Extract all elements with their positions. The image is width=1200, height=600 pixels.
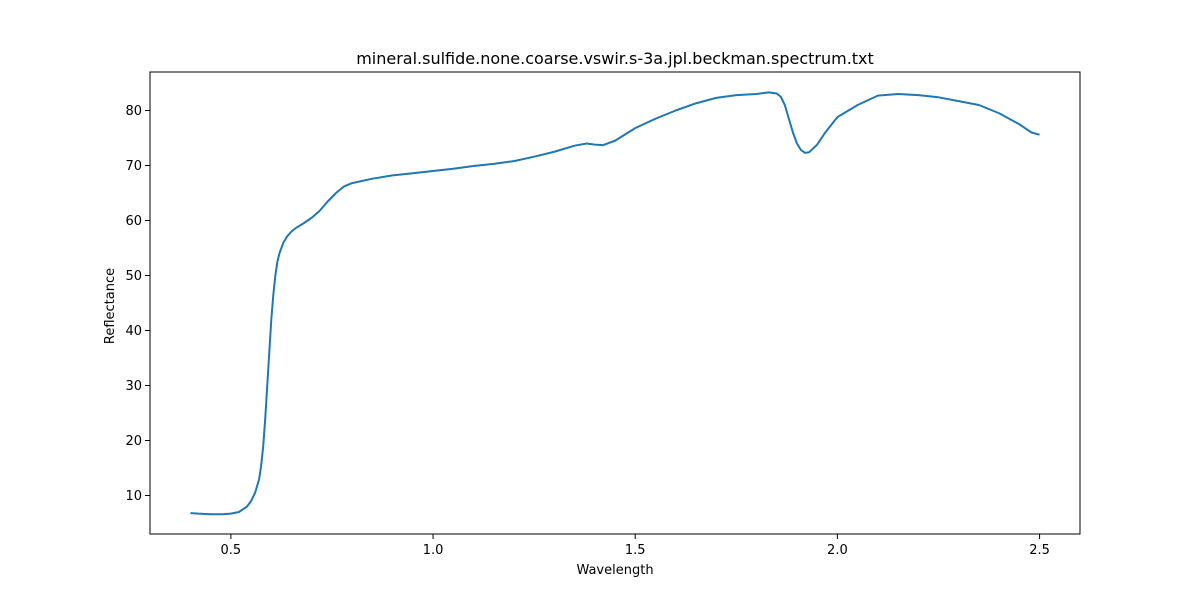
y-tick-label: 80 xyxy=(125,104,142,119)
x-tick-label: 0.5 xyxy=(221,543,242,558)
spectrum-line xyxy=(190,91,1040,516)
plot-area: 0.5 1.0 1.5 2.0 2.5 10 20 30 40 50 60 70 80 xyxy=(125,71,1081,558)
y-tick-label: 50 xyxy=(125,269,142,284)
y-axis-label: Reflectance xyxy=(103,268,118,344)
x-tick-label: 2.5 xyxy=(1029,543,1050,558)
y-tick-label: 70 xyxy=(125,159,142,174)
x-tick-label: 1.5 xyxy=(625,543,646,558)
x-tick-label: 1.0 xyxy=(423,543,444,558)
y-tick-label: 40 xyxy=(125,324,142,339)
y-tick-label: 60 xyxy=(125,214,142,229)
y-tick-label: 10 xyxy=(125,489,142,504)
y-tick-label: 20 xyxy=(125,434,142,449)
x-tick-label: 2.0 xyxy=(827,543,848,558)
plot-frame xyxy=(149,71,1081,535)
chart-title: mineral.sulfide.none.coarse.vswir.s-3a.j… xyxy=(356,49,874,68)
x-axis-label: Wavelength xyxy=(576,563,653,578)
y-tick-label: 30 xyxy=(125,379,142,394)
